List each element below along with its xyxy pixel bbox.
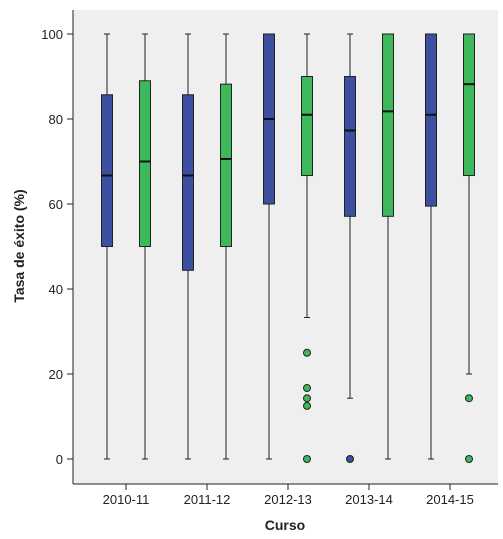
iqr-box [182, 94, 194, 271]
y-tick-label: 60 [49, 197, 63, 212]
box-series2-2014-15 [463, 33, 475, 463]
iqr-box [463, 33, 475, 177]
outlier-point [303, 455, 311, 463]
y-tick-label: 20 [49, 367, 63, 382]
outlier-point [465, 394, 473, 403]
x-tick-label: 2011-12 [184, 492, 231, 507]
outlier-point [303, 401, 311, 410]
x-tick-label: 2014-15 [426, 492, 474, 507]
iqr-box [101, 94, 113, 248]
outlier-point [303, 348, 311, 357]
box-series2-2013-14 [382, 33, 394, 460]
y-tick-label: 100 [41, 27, 63, 42]
box-series1-2013-14 [344, 33, 356, 463]
x-tick-label: 2013-14 [345, 492, 393, 507]
box-series2-2011-12 [220, 33, 232, 460]
y-tick-label: 80 [49, 112, 63, 127]
box-series2-2010-11 [139, 33, 151, 460]
iqr-box [139, 80, 151, 247]
iqr-box [344, 76, 356, 217]
iqr-box [382, 33, 394, 217]
y-tick-label: 0 [56, 452, 63, 467]
x-axis: 2010-11 2011-12 2012-13 2013-14 2014-15 [103, 484, 474, 507]
x-axis-title: Curso [265, 517, 305, 533]
y-axis-title: Tasa de éxito (%) [11, 189, 27, 302]
x-tick-label: 2012-13 [264, 492, 312, 507]
outlier-point [303, 394, 311, 403]
outlier-point [303, 384, 311, 393]
box-series1-2011-12 [182, 33, 194, 460]
iqr-box [301, 76, 313, 177]
box-series1-2014-15 [425, 33, 437, 460]
y-axis: 0 20 40 60 80 100 [41, 27, 73, 467]
y-tick-label: 40 [49, 282, 63, 297]
box-series1-2012-13 [263, 33, 275, 460]
iqr-box [425, 33, 437, 207]
outlier-point [465, 455, 473, 463]
x-tick-label: 2010-11 [103, 492, 150, 507]
iqr-box [220, 83, 232, 248]
outlier-point [346, 455, 354, 463]
box-groups [101, 33, 475, 463]
box-series2-2012-13 [301, 33, 313, 463]
box-series1-2010-11 [101, 33, 113, 460]
